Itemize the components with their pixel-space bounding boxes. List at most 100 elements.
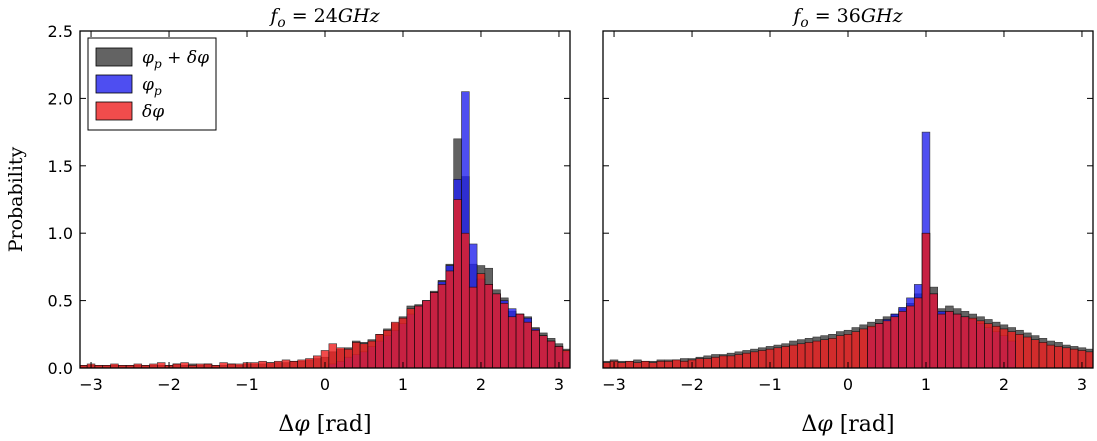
histogram-bar (515, 313, 525, 368)
histogram-bar (429, 292, 439, 368)
histogram-bar (641, 360, 650, 368)
histogram-bar (531, 329, 540, 368)
histogram-bar (906, 305, 915, 368)
histogram-bar (500, 302, 509, 368)
y-axis-label: Probability (5, 146, 27, 252)
histogram-bar (297, 359, 306, 368)
y-tick-label: 2.0 (48, 89, 73, 108)
histogram-bar (476, 273, 486, 368)
histogram-bar (289, 360, 299, 368)
series-2 (603, 232, 1097, 368)
series-2 (80, 199, 586, 368)
histogram-bar (523, 321, 532, 368)
histogram-bar (1007, 331, 1016, 368)
histogram-bar (1062, 347, 1071, 368)
legend-swatch (95, 47, 133, 67)
histogram-bar (984, 323, 993, 368)
histogram-bar (562, 350, 570, 368)
histogram-bar (594, 364, 602, 368)
histogram-bar (578, 353, 586, 368)
histogram-bar (1030, 339, 1040, 368)
histogram-bar (328, 343, 337, 368)
histogram-bar (726, 355, 736, 368)
histogram-bar (586, 361, 594, 368)
histogram-bar (344, 348, 353, 368)
legend: φp + δφ φp δφ (87, 37, 217, 131)
histogram-bar (952, 313, 962, 368)
histogram-bar (664, 360, 673, 368)
x-tick-label: −3 (602, 375, 626, 394)
histogram-bar (437, 284, 447, 368)
histogram-bar (968, 317, 977, 368)
histogram-bar (758, 350, 767, 368)
histogram-bar (250, 362, 260, 368)
x-tick-label: −1 (758, 375, 782, 394)
histogram-bar (422, 300, 431, 368)
histogram-bar (461, 232, 470, 368)
legend-swatch (95, 101, 133, 121)
histogram-bar (937, 313, 946, 368)
histogram-bar (468, 286, 478, 368)
histogram-bar (578, 356, 586, 368)
histogram-bar (180, 362, 189, 368)
histogram-bar (383, 329, 392, 368)
y-tick-label: 0.5 (48, 292, 73, 311)
histogram-bar (507, 316, 517, 368)
legend-label: φp (142, 75, 162, 98)
x-tick-label: −2 (680, 375, 704, 394)
histogram-bar (625, 360, 634, 368)
histogram-bar (313, 355, 322, 368)
histogram-bar (991, 325, 1001, 368)
x-tick-label: 2 (999, 375, 1009, 394)
histogram-bar (1038, 342, 1048, 368)
histogram-bar (648, 362, 658, 368)
histogram-bar (836, 335, 845, 368)
histogram-bar (890, 316, 899, 368)
histogram-bar (750, 351, 759, 368)
histogram-bar (945, 311, 954, 368)
histogram-bar (617, 362, 627, 368)
histogram-bar (281, 359, 291, 368)
y-tick-label: 2.5 (48, 22, 73, 41)
histogram-bar (1094, 353, 1097, 368)
histogram-bar (960, 316, 970, 368)
histogram-bar (1094, 352, 1097, 368)
histogram-bar (719, 355, 728, 368)
histogram-bar (882, 320, 892, 368)
x-axis-label: Δφ [rad] (801, 412, 894, 437)
histogram-bar (859, 328, 868, 368)
x-tick-label: −2 (157, 375, 181, 394)
histogram-bar (157, 362, 166, 368)
x-tick-label: −1 (235, 375, 259, 394)
legend-label: δφ (142, 102, 164, 122)
histogram-bar (703, 358, 712, 368)
histogram-bar (336, 347, 345, 368)
histogram-bar (484, 284, 493, 368)
histogram-bar (571, 350, 579, 368)
x-tick-label: 3 (554, 375, 564, 394)
histogram-bar (258, 360, 267, 368)
panel-title: fo = 36GHz (791, 5, 903, 31)
histogram-bar (406, 308, 415, 368)
histogram-bar (492, 293, 501, 368)
y-tick-label: 1.5 (48, 157, 73, 176)
histogram-bar (921, 232, 931, 368)
histogram-bar (680, 360, 689, 368)
histogram-bar (274, 360, 283, 368)
histogram-bar (898, 311, 907, 368)
x-tick-label: 1 (398, 375, 408, 394)
histogram-bar (976, 320, 985, 368)
histogram-bar (1054, 346, 1063, 368)
histogram-bar (797, 343, 806, 368)
histogram-bar (781, 346, 790, 368)
x-tick-label: 1 (921, 375, 931, 394)
histogram-bar (219, 362, 228, 368)
histogram-bar (594, 357, 602, 368)
histogram-bar (367, 340, 376, 368)
histogram-bar (359, 343, 369, 368)
bars-group (603, 131, 1097, 368)
x-tick-label: −3 (79, 375, 103, 394)
panel-title: fo = 24GHz (268, 5, 380, 31)
x-tick-label: 3 (1077, 375, 1087, 394)
